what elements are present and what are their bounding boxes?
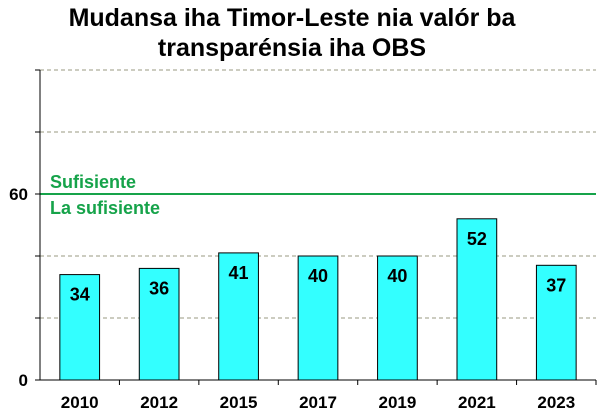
y-tick-label: 0 [19, 371, 28, 390]
bar [138, 267, 180, 381]
chart-title-line-2: transparénsia iha OBS [158, 34, 426, 62]
bar-value-label: 36 [149, 278, 169, 298]
bar-value-label: 37 [546, 275, 566, 295]
bar [59, 274, 101, 381]
x-axis-labels: 2010 2012 2015 2017 2019 2021 2023 [61, 380, 597, 412]
bar-value-label: 40 [387, 266, 407, 286]
x-tick-label: 2023 [537, 393, 575, 412]
y-tick-label: 60 [9, 185, 28, 204]
x-tick-label: 2010 [61, 393, 99, 412]
bar-value-label: 34 [70, 285, 90, 305]
x-tick-label: 2015 [220, 393, 258, 412]
gridlines [40, 69, 596, 319]
x-tick-label: 2017 [299, 393, 337, 412]
bar-value-label: 52 [467, 229, 487, 249]
bar-series: 34 36 41 40 40 52 37 [59, 218, 577, 381]
y-axis-ticks: 0 60 [9, 69, 40, 390]
bar-value-label: 40 [308, 266, 328, 286]
bar [456, 218, 498, 381]
threshold-label-insufficient: La sufisiente [50, 198, 160, 218]
chart-title-line-1: Mudansa iha Timor-Leste nia valór ba [69, 4, 517, 32]
bar-value-label: 41 [229, 263, 249, 283]
x-tick-label: 2012 [140, 393, 178, 412]
threshold-label-sufficient: Sufisiente [50, 172, 136, 192]
x-tick-label: 2021 [458, 393, 496, 412]
x-tick-label: 2019 [379, 393, 417, 412]
bar [297, 255, 339, 381]
